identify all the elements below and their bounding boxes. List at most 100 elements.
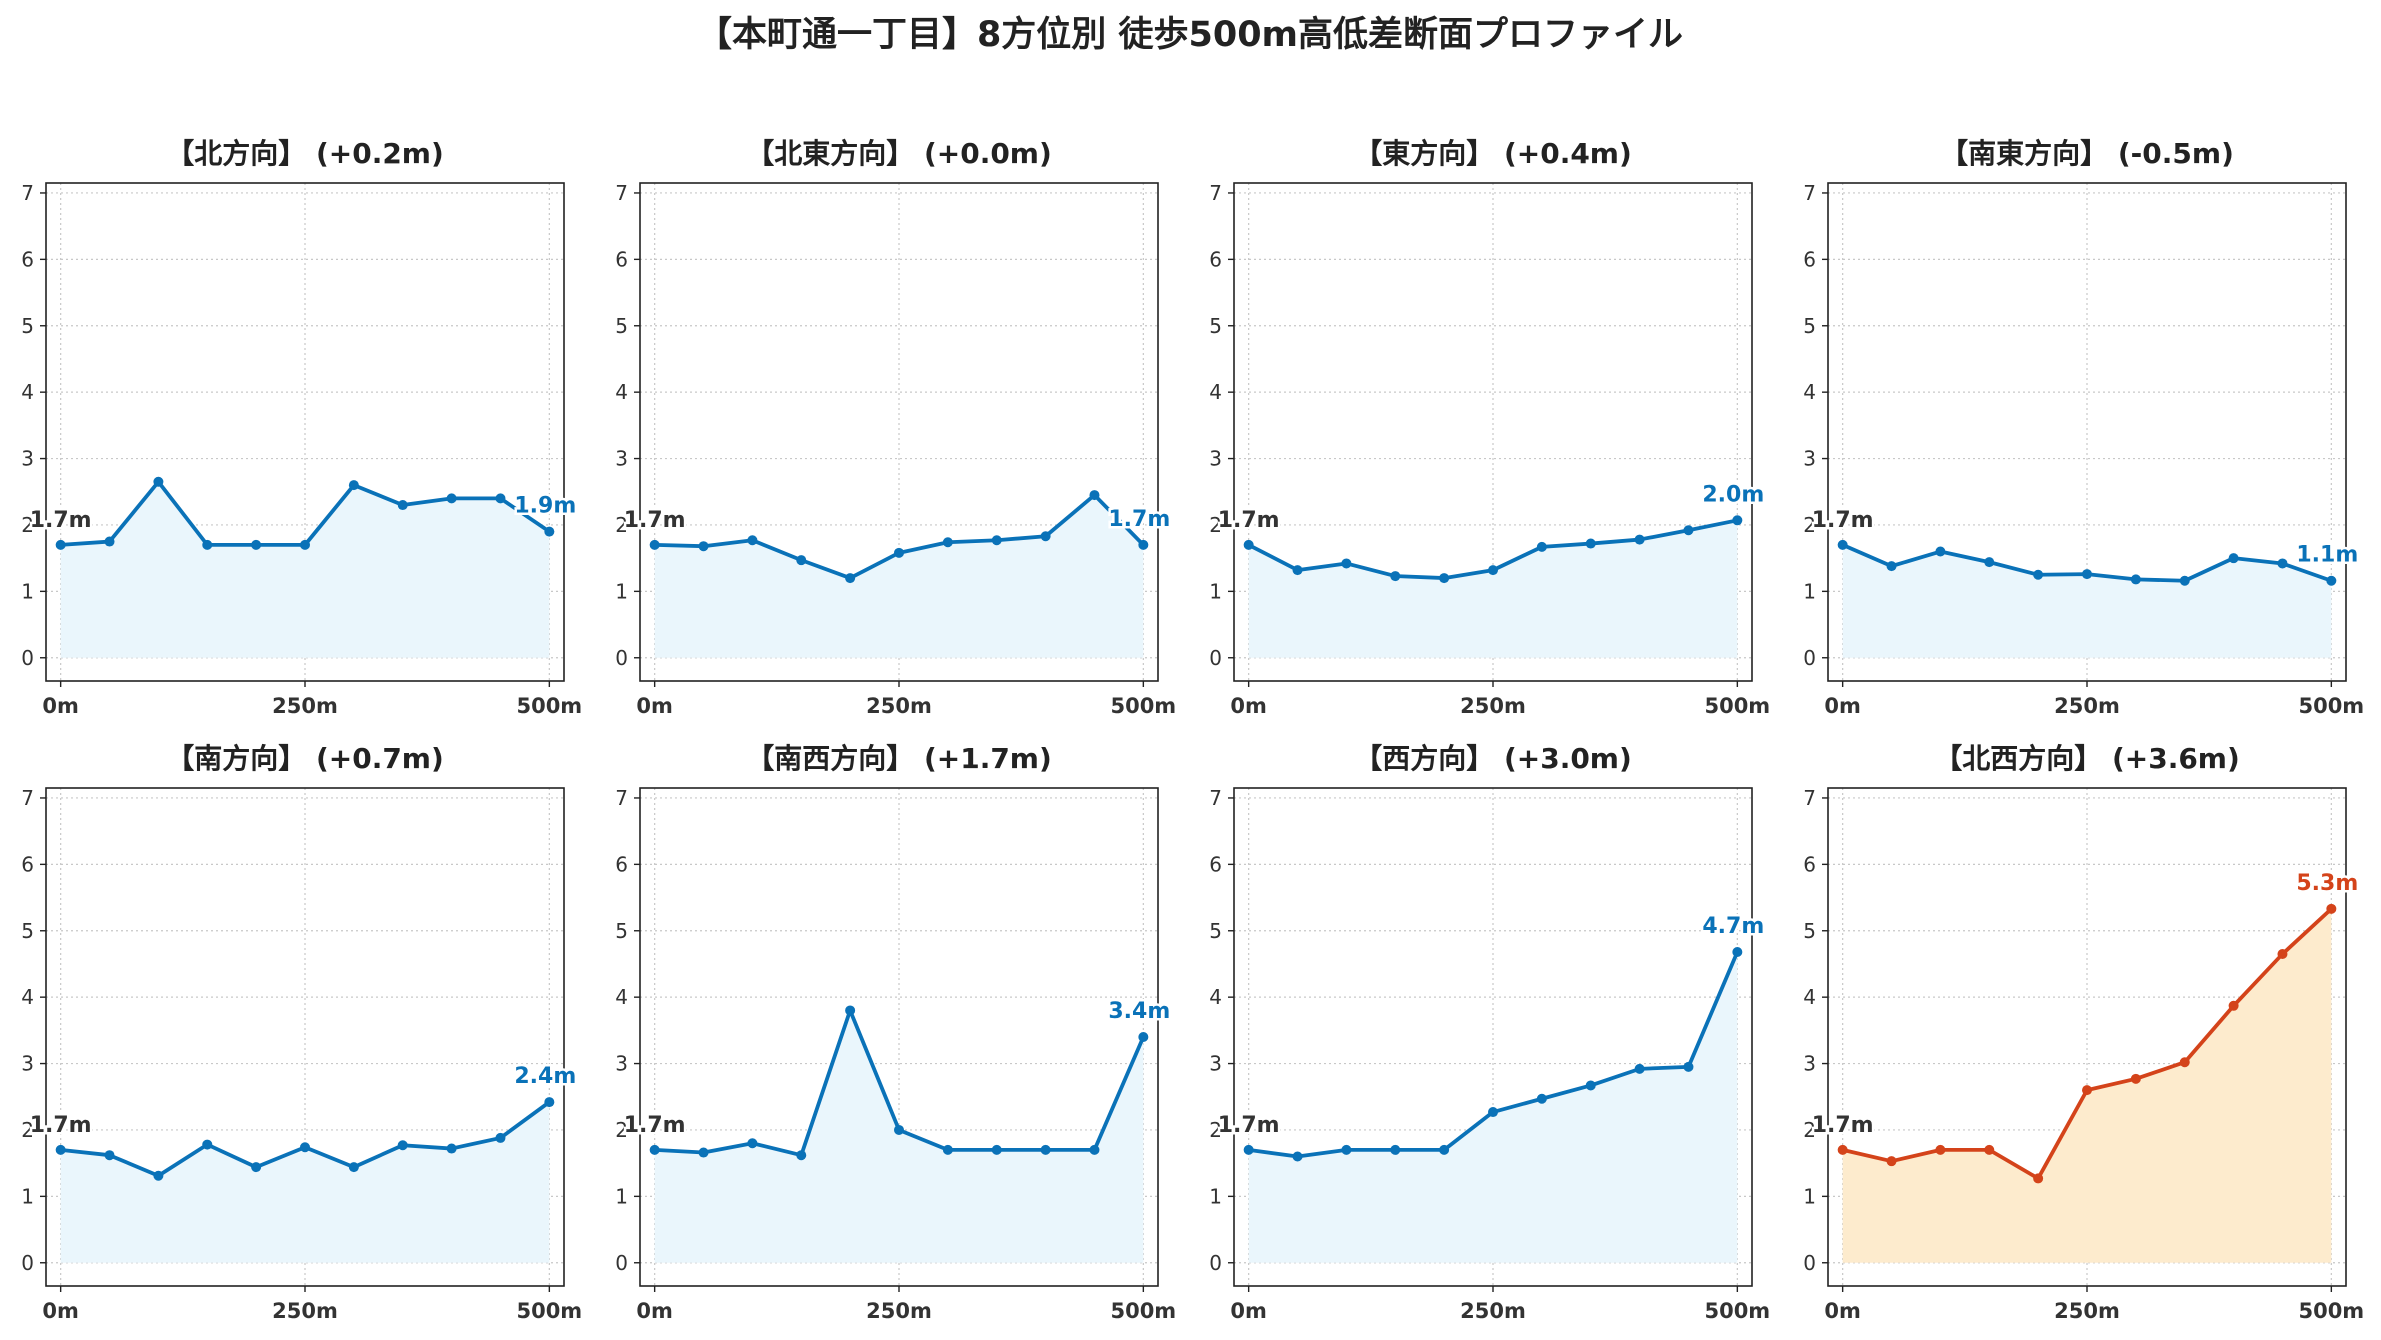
data-point (698, 541, 709, 552)
y-tick-label: 6 (21, 247, 34, 271)
y-tick-label: 4 (1209, 985, 1222, 1009)
x-tick-label: 0m (42, 694, 79, 718)
end-value-label: 5.3m (2296, 871, 2358, 896)
y-tick-label: 6 (615, 247, 628, 271)
x-tick-label: 0m (1230, 694, 1267, 718)
end-value-label: 1.9m (514, 494, 576, 519)
data-point (1732, 947, 1743, 958)
data-point (649, 1144, 660, 1155)
data-point (1935, 1144, 1946, 1155)
data-point (1341, 1144, 1352, 1155)
panel-2: 【東方向】 (+0.4m) 0 1 2 3 4 5 6 7 0m 250m 500m 1.7m 2.0m (1209, 137, 1770, 718)
area-fill (654, 1010, 1144, 1263)
data-point (2277, 949, 2288, 959)
x-tick-label: 250m (272, 1299, 338, 1323)
x-tick-label: 250m (1460, 694, 1526, 718)
x-tick-label: 500m (1110, 1299, 1176, 1323)
y-tick-label: 3 (615, 447, 628, 471)
y-tick-label: 1 (1803, 1184, 1816, 1208)
y-tick-label: 5 (615, 314, 628, 338)
y-tick-label: 6 (1209, 247, 1222, 271)
panel-0: 【北方向】 (+0.2m) 0 1 2 3 4 5 6 7 0m 250m 500m 1.7m 1.9m (21, 137, 582, 718)
area-fill (60, 1102, 550, 1263)
data-point (348, 480, 359, 491)
data-point (495, 493, 506, 504)
data-point (1683, 1061, 1694, 1072)
x-tick-label: 0m (1824, 694, 1861, 718)
data-point (2082, 569, 2092, 580)
y-tick-label: 1 (21, 579, 34, 603)
x-tick-label: 250m (2054, 1299, 2120, 1323)
data-point (1439, 1144, 1450, 1155)
data-point (942, 1144, 953, 1155)
y-tick-label: 5 (1209, 314, 1222, 338)
panel-title: 【東方向】 (+0.4m) (1354, 137, 1632, 170)
panel-title: 【西方向】 (+3.0m) (1354, 742, 1632, 775)
data-point (2326, 575, 2337, 586)
x-tick-label: 0m (1230, 1299, 1267, 1323)
data-point (1439, 573, 1450, 584)
y-tick-label: 3 (1803, 1052, 1816, 1076)
data-point (153, 1170, 164, 1181)
panel-3: 【南東方向】 (-0.5m) 0 1 2 3 4 5 6 7 0m 250m 500m 1.7m 1.1m (1803, 137, 2364, 718)
y-tick-label: 2 (1803, 1118, 1816, 1142)
data-point (1935, 546, 1946, 557)
data-point (2033, 1173, 2044, 1184)
data-point (2277, 558, 2288, 569)
start-value-label: 1.7m (624, 1113, 686, 1138)
data-point (2228, 553, 2239, 564)
data-point (1585, 1080, 1596, 1091)
data-point (2179, 575, 2190, 586)
data-point (1138, 1032, 1149, 1042)
y-tick-label: 1 (1209, 1184, 1222, 1208)
data-point (1390, 571, 1401, 582)
y-tick-label: 7 (21, 181, 34, 205)
data-point (698, 1147, 709, 1158)
x-tick-label: 0m (42, 1299, 79, 1323)
y-tick-label: 1 (1803, 579, 1816, 603)
data-point (747, 535, 758, 546)
data-point (796, 1150, 807, 1161)
y-tick-label: 7 (1209, 181, 1222, 205)
y-tick-label: 7 (1803, 786, 1816, 810)
end-value-label: 3.4m (1108, 999, 1170, 1024)
panel-title: 【北方向】 (+0.2m) (166, 137, 444, 170)
data-point (495, 1132, 506, 1143)
data-point (55, 539, 66, 550)
start-value-label: 1.7m (30, 508, 92, 533)
data-point (1292, 565, 1303, 576)
data-point (544, 526, 555, 537)
data-point (1040, 531, 1051, 542)
y-tick-label: 3 (1209, 447, 1222, 471)
panel-title: 【南方向】 (+0.7m) (166, 742, 444, 775)
data-point (104, 1150, 115, 1161)
start-value-label: 1.7m (1218, 508, 1280, 533)
data-point (300, 539, 310, 550)
data-point (251, 539, 262, 550)
data-point (397, 500, 408, 511)
area-fill (1248, 952, 1738, 1263)
end-value-label: 1.1m (2296, 543, 2358, 568)
area-fill (60, 481, 550, 658)
start-value-label: 1.7m (30, 1113, 92, 1138)
y-tick-label: 5 (1209, 919, 1222, 943)
y-tick-label: 4 (615, 985, 628, 1009)
data-point (2228, 1000, 2239, 1011)
data-point (1585, 538, 1596, 549)
data-point (446, 1143, 457, 1154)
x-tick-label: 500m (2298, 1299, 2364, 1323)
y-tick-label: 7 (1803, 181, 1816, 205)
y-tick-label: 6 (1209, 852, 1222, 876)
y-tick-label: 7 (615, 181, 628, 205)
data-point (942, 537, 953, 548)
data-point (1984, 557, 1995, 568)
y-tick-label: 6 (1803, 852, 1816, 876)
y-tick-label: 0 (21, 1251, 34, 1275)
data-point (55, 1144, 66, 1155)
y-tick-label: 0 (1803, 646, 1816, 670)
data-point (2326, 903, 2337, 914)
x-tick-label: 500m (1704, 694, 1770, 718)
